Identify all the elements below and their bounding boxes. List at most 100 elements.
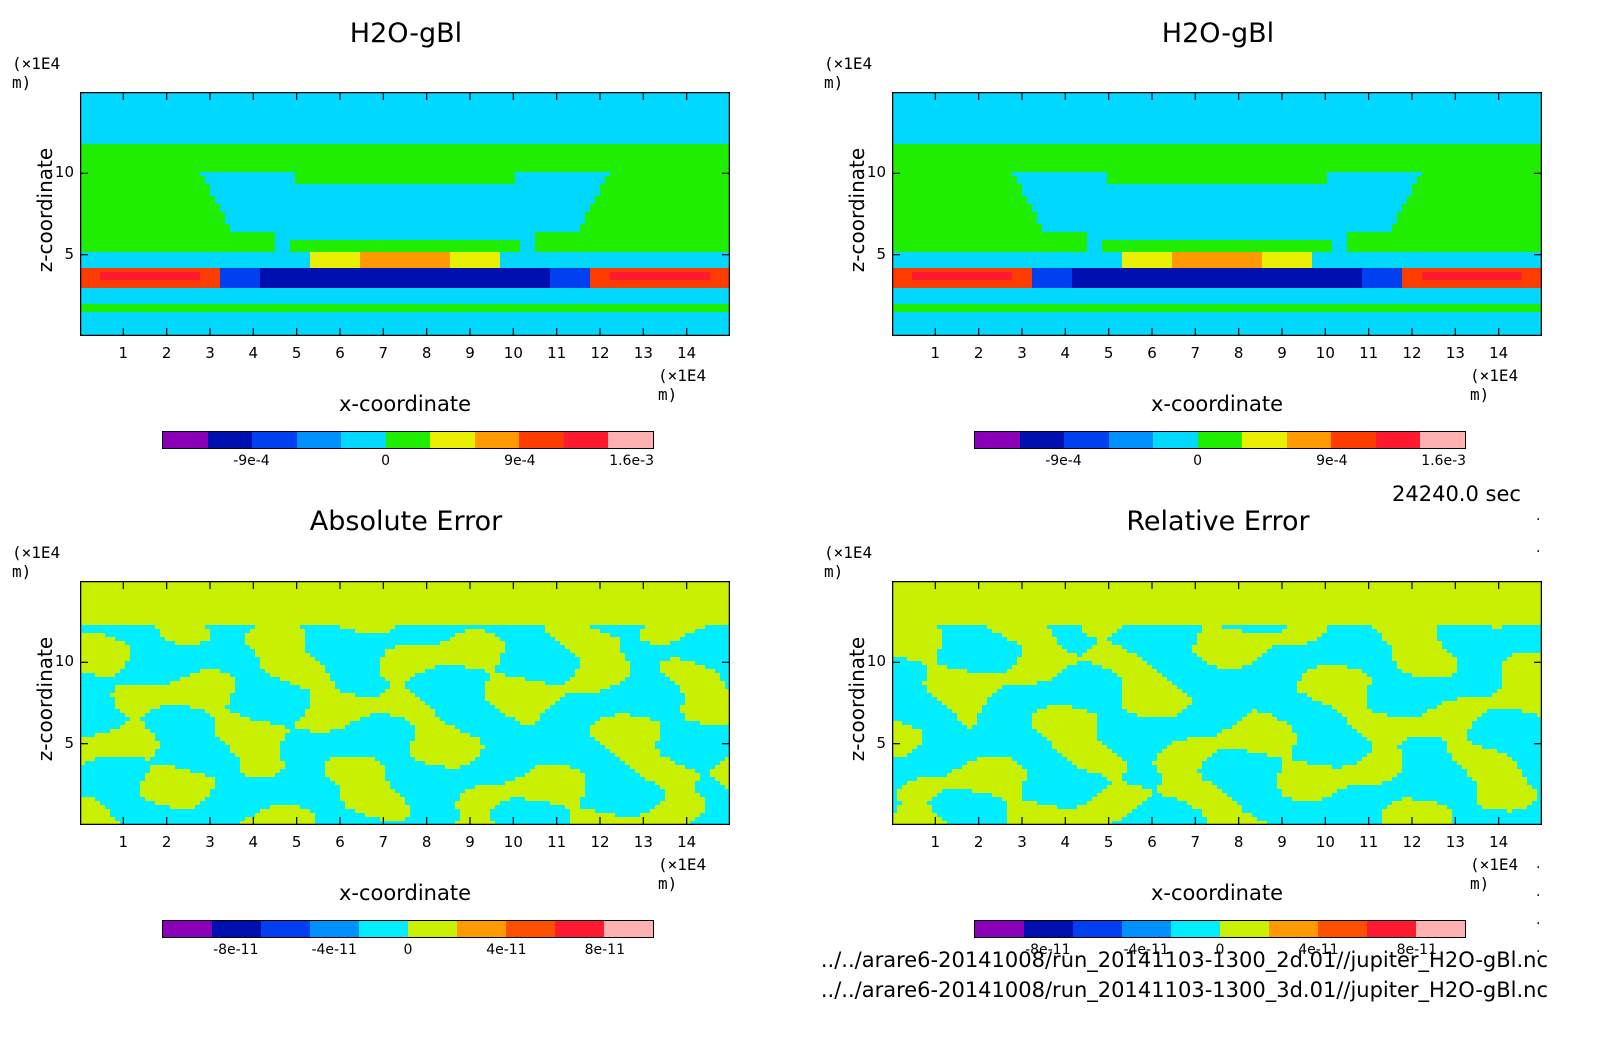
heatmap-cell: [245, 300, 251, 305]
heatmap-cell: [105, 312, 111, 317]
heatmap-cell: [255, 276, 261, 281]
heatmap-cell: [375, 124, 381, 129]
heatmap-cell: [460, 280, 466, 285]
heatmap-cell: [260, 276, 266, 281]
heatmap-cell: [470, 212, 476, 217]
heatmap-cell: [170, 240, 176, 245]
heatmap-cell: [215, 140, 221, 145]
heatmap-cell: [95, 228, 101, 233]
heatmap-cell: [265, 180, 271, 185]
heatmap-cell: [150, 132, 156, 137]
heatmap-cell: [90, 296, 96, 301]
heatmap-cell: [425, 224, 431, 229]
heatmap-cell: [420, 184, 426, 189]
heatmap-cell: [120, 304, 126, 309]
heatmap-cell: [80, 220, 86, 225]
heatmap-cell: [235, 260, 241, 265]
heatmap-cell: [320, 212, 326, 217]
heatmap-cell: [255, 284, 261, 289]
heatmap-cell: [305, 240, 311, 245]
heatmap-cell: [235, 116, 241, 121]
heatmap-cell: [435, 208, 441, 213]
heatmap-cell: [455, 232, 461, 237]
heatmap-cell: [275, 252, 281, 257]
heatmap-cell: [455, 332, 461, 336]
heatmap-cell: [480, 136, 486, 141]
heatmap-cell: [130, 180, 136, 185]
heatmap-cell: [375, 116, 381, 121]
heatmap-cell: [205, 180, 211, 185]
heatmap-cell: [345, 268, 351, 273]
heatmap-cell: [480, 208, 486, 213]
heatmap-cell: [340, 248, 346, 253]
heatmap-cell: [290, 248, 296, 253]
heatmap-cell: [310, 168, 316, 173]
heatmap-cell: [210, 228, 216, 233]
heatmap-cell: [345, 200, 351, 205]
heatmap-cell: [240, 244, 246, 249]
heatmap-cell: [95, 160, 101, 165]
heatmap-cell: [85, 96, 91, 101]
heatmap-cell: [335, 104, 341, 109]
heatmap-cell: [205, 236, 211, 241]
heatmap-cell: [90, 168, 96, 173]
heatmap-cell: [150, 180, 156, 185]
heatmap-cell: [415, 164, 421, 169]
heatmap-cell: [155, 192, 161, 197]
heatmap-cell: [100, 224, 106, 229]
heatmap-cell: [380, 216, 386, 221]
heatmap-cell: [170, 308, 176, 313]
heatmap-cell: [155, 128, 161, 133]
heatmap-cell: [265, 244, 271, 249]
heatmap-cell: [385, 96, 391, 101]
heatmap-cell: [475, 108, 481, 113]
heatmap-cell: [100, 164, 106, 169]
heatmap-cell: [370, 156, 376, 161]
heatmap-cell: [345, 224, 351, 229]
heatmap-cell: [465, 324, 471, 329]
heatmap-cell: [385, 144, 391, 149]
heatmap-cell: [180, 236, 186, 241]
heatmap-cell: [335, 176, 341, 181]
heatmap-cell: [105, 324, 111, 329]
heatmap-cell: [485, 276, 491, 281]
heatmap-cell: [390, 224, 396, 229]
heatmap-cell: [300, 196, 306, 201]
heatmap-cell: [300, 188, 306, 193]
heatmap-cell: [345, 196, 351, 201]
heatmap-cell: [115, 132, 121, 137]
heatmap-cell: [140, 148, 146, 153]
heatmap-cell: [185, 100, 191, 105]
heatmap-cell: [465, 312, 471, 317]
heatmap-cell: [340, 184, 346, 189]
heatmap-cell: [260, 116, 266, 121]
heatmap-cell: [120, 248, 126, 253]
heatmap-cell: [485, 148, 491, 153]
heatmap-cell: [445, 124, 451, 129]
heatmap-cell: [105, 112, 111, 117]
heatmap-cell: [125, 216, 131, 221]
heatmap-cell: [200, 136, 206, 141]
heatmap-cell: [215, 276, 221, 281]
heatmap-cell: [430, 148, 436, 153]
heatmap-cell: [125, 232, 131, 237]
heatmap-cell: [310, 140, 316, 145]
heatmap-cell: [345, 276, 351, 281]
heatmap-cell: [410, 272, 416, 277]
heatmap-cell: [330, 188, 336, 193]
heatmap-cell: [245, 328, 251, 333]
heatmap-cell: [125, 304, 131, 309]
heatmap-cell: [305, 204, 311, 209]
heatmap-cell: [280, 104, 286, 109]
heatmap-cell: [290, 316, 296, 321]
heatmap-cell: [350, 220, 356, 225]
heatmap-cell: [125, 228, 131, 233]
heatmap-cell: [155, 316, 161, 321]
heatmap-cell: [375, 100, 381, 105]
heatmap-cell: [95, 268, 101, 273]
heatmap-cell: [300, 136, 306, 141]
heatmap-cell: [235, 92, 241, 97]
heatmap-cell: [185, 132, 191, 137]
heatmap-cell: [375, 112, 381, 117]
heatmap-cell: [255, 196, 261, 201]
